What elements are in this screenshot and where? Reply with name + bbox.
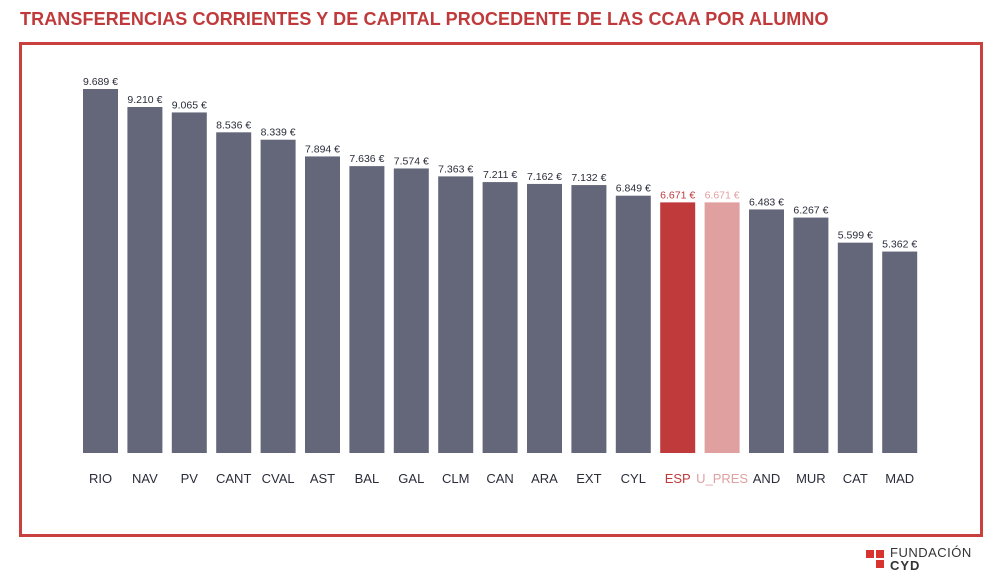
bar-cat (837, 242, 873, 453)
chart-frame (19, 42, 983, 537)
category-label: ARA (531, 471, 558, 486)
bar-esp (660, 202, 696, 453)
category-label: AND (753, 471, 780, 486)
value-label: 7.894 € (305, 143, 340, 155)
bar-u_pres (704, 202, 740, 453)
category-label: MAD (885, 471, 914, 486)
bar-ara (527, 183, 562, 453)
value-label: 6.849 € (616, 183, 651, 195)
category-label: GAL (398, 471, 424, 486)
logo-text-2: CYD (890, 558, 921, 573)
category-label: AST (310, 471, 335, 486)
bar-gal (393, 168, 429, 453)
category-label: EXT (576, 471, 601, 486)
bar-pv (171, 112, 207, 454)
bar-cyl (615, 195, 651, 453)
value-label: 7.162 € (527, 171, 562, 183)
category-label: CAT (843, 471, 868, 486)
value-label: 6.483 € (749, 196, 784, 208)
value-label: 7.636 € (349, 153, 384, 165)
category-label: CVAL (262, 471, 295, 486)
value-label: 6.671 € (660, 189, 695, 201)
bar-ast (305, 156, 340, 453)
value-label: 5.362 € (882, 239, 917, 251)
value-label: 7.574 € (394, 155, 429, 167)
category-label: CANT (216, 471, 251, 486)
logo-text-1: FUNDACIÓN (890, 545, 972, 560)
category-label: BAL (355, 471, 380, 486)
category-label: PV (181, 471, 199, 486)
logo-square (876, 550, 884, 558)
value-label: 5.599 € (838, 230, 873, 242)
value-label: 9.210 € (127, 94, 162, 106)
category-label: U_PRES (696, 471, 748, 486)
bar-bal (349, 166, 385, 454)
bar-rio (83, 89, 118, 453)
category-label: NAV (132, 471, 158, 486)
category-label: CLM (442, 471, 469, 486)
logo-square (876, 560, 884, 568)
category-label: MUR (796, 471, 826, 486)
category-label: RIO (89, 471, 112, 486)
bar-clm (438, 176, 474, 454)
category-label: CAN (486, 471, 513, 486)
value-label: 7.211 € (483, 169, 517, 181)
bar-cval (260, 139, 296, 453)
category-label: CYL (621, 471, 646, 486)
chart-title: TRANSFERENCIAS CORRIENTES Y DE CAPITAL P… (20, 9, 829, 29)
bar-nav (127, 106, 163, 454)
value-label: 6.671 € (705, 189, 740, 201)
value-label: 6.267 € (793, 205, 828, 217)
value-label: 9.689 € (83, 76, 118, 88)
bar-mad (882, 251, 918, 453)
category-label: ESP (665, 471, 691, 486)
bar-and (749, 209, 784, 453)
fundacion-cyd-logo: FUNDACIÓN CYD (866, 545, 986, 576)
bar-ext (571, 185, 607, 454)
value-label: 8.339 € (261, 127, 296, 139)
value-label: 9.065 € (172, 99, 207, 111)
value-label: 8.536 € (216, 119, 251, 131)
bar-can (482, 182, 518, 454)
bar-cant (216, 132, 252, 453)
logo-square (866, 550, 874, 558)
value-label: 7.363 € (438, 163, 473, 175)
bar-mur (793, 217, 829, 453)
value-label: 7.132 € (571, 172, 606, 184)
